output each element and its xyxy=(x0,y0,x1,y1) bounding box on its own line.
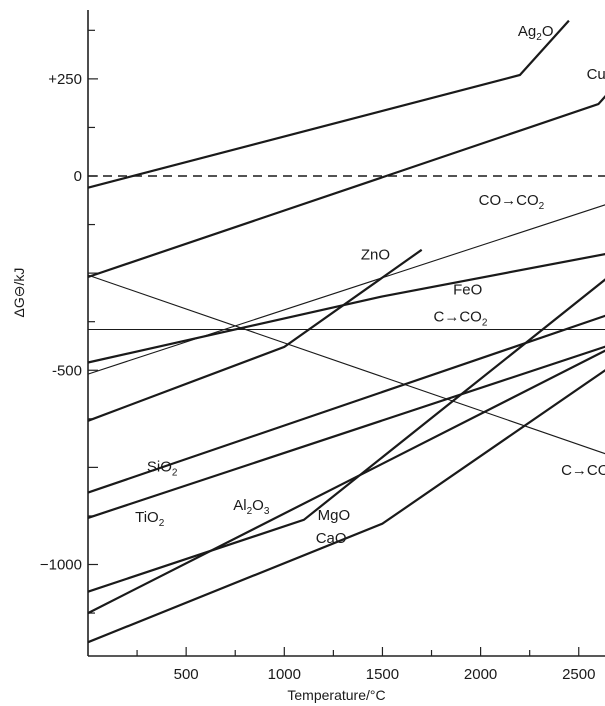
series-line-mgo xyxy=(87,278,605,593)
series-line-cao xyxy=(87,369,605,644)
series-label-ag2o: Ag2O xyxy=(518,23,554,43)
series-label-mgo: MgO xyxy=(318,507,351,524)
series-label-al2o3: Al2O3 xyxy=(233,497,270,517)
x-tick-label: 500 xyxy=(174,666,199,683)
series-line-tio2 xyxy=(87,345,605,519)
label-text: MgO xyxy=(318,507,351,524)
label-text: CO→CO xyxy=(479,192,539,209)
label-text: SiO xyxy=(147,458,172,475)
y-tick-label: +250 xyxy=(48,71,82,88)
x-tick-label: 1000 xyxy=(268,666,301,683)
series-labels: Ag2OCuOCO→CO2ZnOFeOC→CO2SiO2C→COAl2O3TiO… xyxy=(135,23,605,547)
label-subscript: 2 xyxy=(172,467,178,478)
series-lines xyxy=(87,19,605,644)
label-text: Ag xyxy=(518,23,536,40)
series-label-c-to-co2: C→CO2 xyxy=(433,309,487,329)
x-tick-label: 1500 xyxy=(366,666,399,683)
x-tick-label: 2500 xyxy=(562,666,595,683)
series-line-c-to-co xyxy=(87,274,605,455)
label-subscript: 2 xyxy=(536,32,542,43)
x-axis-title: Temperature/°C xyxy=(287,687,385,703)
y-tick-label: 0 xyxy=(74,168,82,185)
series-line-cuo xyxy=(87,95,605,279)
y-tick-label: -500 xyxy=(52,362,82,379)
series-line-ag2o xyxy=(87,19,570,189)
y-axis-title: ΔG⊖/kJ xyxy=(11,268,27,318)
series-line-feo xyxy=(87,253,605,364)
label-text: TiO xyxy=(135,509,159,526)
series-line-al2o3 xyxy=(87,349,605,615)
series-label-sio2: SiO2 xyxy=(147,458,178,478)
label-subscript: 2 xyxy=(539,201,545,212)
label-text: CuO xyxy=(587,66,605,83)
series-label-zno: ZnO xyxy=(361,247,390,264)
label-text: CaO xyxy=(316,530,347,547)
x-tick-label: 2000 xyxy=(464,666,497,683)
label-text: ZnO xyxy=(361,247,390,264)
series-line-sio2 xyxy=(87,314,605,494)
series-label-feo: FeO xyxy=(453,281,482,298)
label-subscript: 2 xyxy=(159,518,165,529)
series-label-cao: CaO xyxy=(316,530,347,547)
series-label-tio2: TiO2 xyxy=(135,509,165,529)
axes xyxy=(87,10,605,657)
label-subscript: 2 xyxy=(482,318,488,329)
label-text: C→CO xyxy=(561,462,605,479)
series-line-zno xyxy=(87,248,423,422)
label-text: O xyxy=(252,497,264,514)
label-text: C→CO xyxy=(433,309,481,326)
series-line-co-to-co2 xyxy=(87,204,605,375)
series-label-c-to-co: C→CO xyxy=(561,462,605,479)
y-tick-label: −1000 xyxy=(40,557,82,574)
ticks: 500 1000 1500 2000 2500 +250 0 -500 −1000 xyxy=(40,29,595,683)
series-label-cuo: CuO xyxy=(587,66,605,83)
label-text: Al xyxy=(233,497,246,514)
label-text: O xyxy=(542,23,554,40)
label-text: FeO xyxy=(453,281,482,298)
series-label-co-to-co2: CO→CO2 xyxy=(479,192,545,212)
label-subscript: 2 xyxy=(247,506,253,517)
label-subscript: 3 xyxy=(264,506,270,517)
